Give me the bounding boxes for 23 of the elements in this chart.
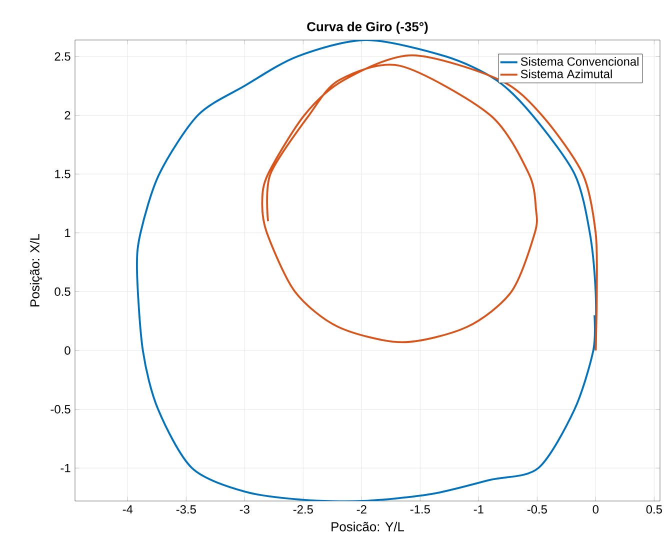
y-tick-label: 2.5	[54, 52, 70, 61]
x-tick-label: 0	[592, 505, 599, 514]
y-tick-label: 0	[64, 346, 70, 355]
x-tick-label: -1.5	[410, 505, 430, 514]
x-tick-label: -3	[240, 505, 250, 514]
x-tick-label: -3.5	[176, 505, 196, 514]
y-tick-label: -0.5	[50, 405, 70, 414]
x-tick-label: -0.5	[527, 505, 547, 514]
legend-label: Sistema Convencional	[520, 57, 638, 66]
x-tick-label: -2.5	[293, 505, 313, 514]
y-tick-label: 2	[64, 111, 70, 120]
chart-title: Curva de Giro (-35°)	[307, 22, 428, 34]
x-tick-label: -4	[122, 505, 133, 514]
y-tick-label: 0.5	[54, 287, 70, 296]
x-axis-title: Posicão: Y/L	[332, 522, 404, 532]
x-tick-label: -1	[474, 505, 484, 514]
legend-label: Sistema Azimutal	[520, 69, 612, 78]
y-axis-title: Posição: X/L	[30, 234, 42, 306]
y-tick-label: 1	[65, 228, 70, 237]
x-tick-label: 0.5	[646, 505, 662, 514]
y-tick-label: -1	[60, 464, 70, 472]
y-tick-label: 1.5	[55, 170, 70, 178]
x-tick-label: -2	[356, 505, 366, 514]
